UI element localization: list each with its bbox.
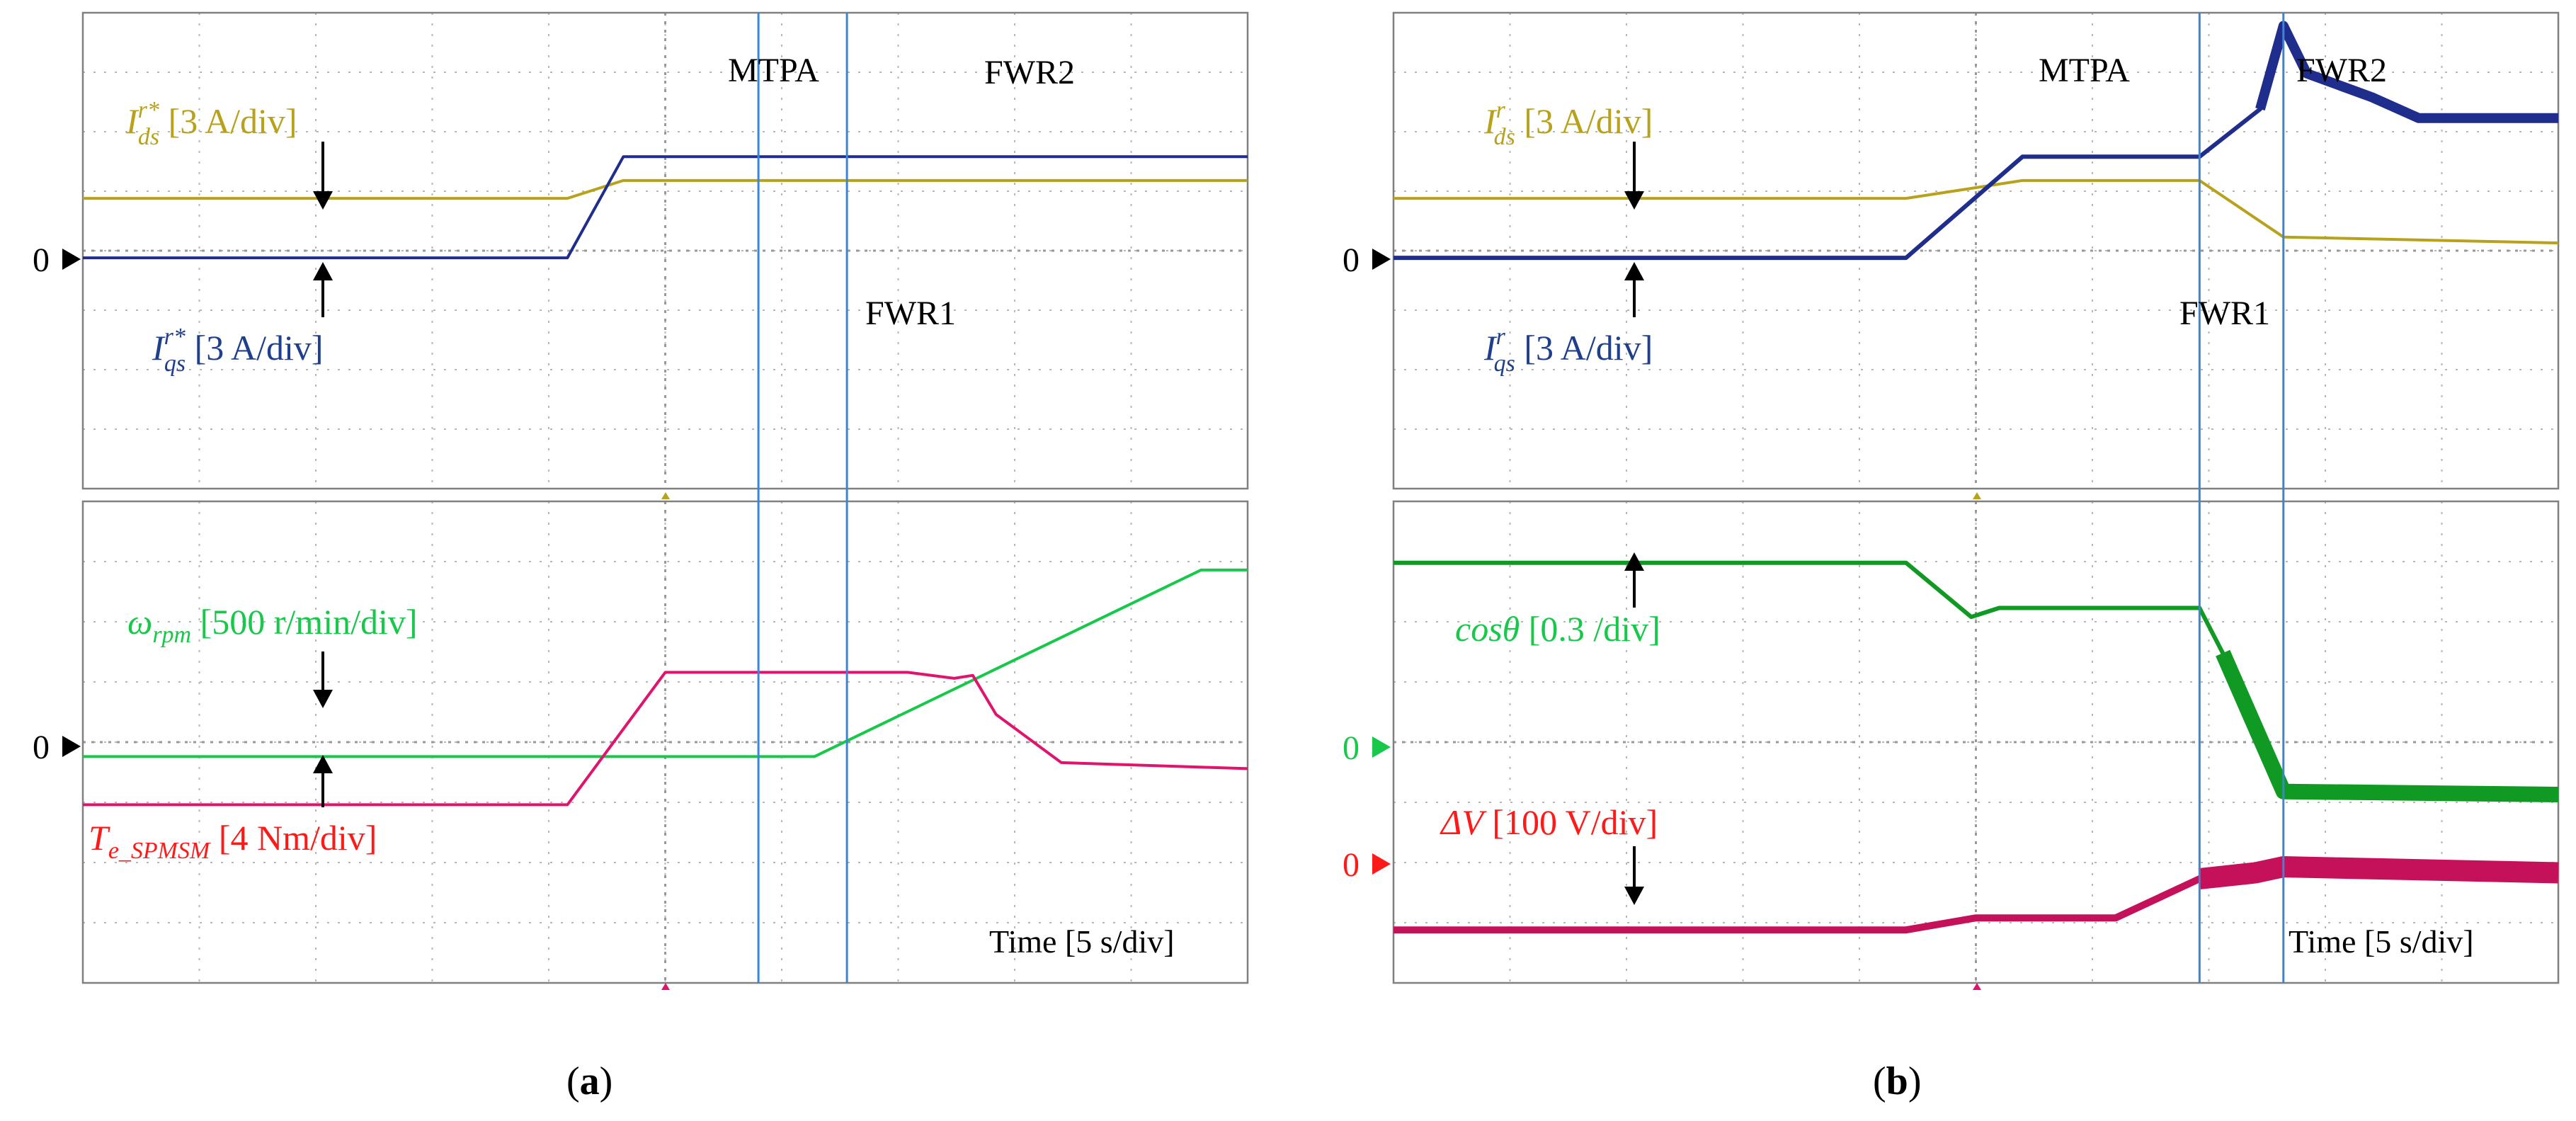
trace-te-spmsm (83, 671, 1248, 807)
panel-a-top-zero (62, 249, 81, 270)
trace-cos-theta-noise-band (2216, 649, 2559, 802)
panel-b-dv-zero (1372, 853, 1391, 875)
trace-iqs-ref (83, 155, 1248, 260)
fwr2-label: FWR2 (984, 54, 1075, 91)
time-scale-label-b: Time [5 s/div] (2289, 923, 2474, 960)
wrpm-arrow (313, 651, 333, 708)
zero-marker-icon (1372, 853, 1391, 875)
trace-iqs-noise-band (2255, 21, 2558, 123)
zero-label: 0 (33, 729, 50, 766)
ids-scale-label: Ir ds [3 A/div] (1483, 97, 1653, 150)
fwr1-label: FWR1 (865, 295, 956, 332)
zero-label: 0 (33, 241, 50, 279)
zero-marker-icon (1372, 249, 1391, 270)
panel-b-bottom-trigger (1973, 983, 1981, 990)
zero-marker-icon (1372, 736, 1391, 758)
panel-b-top-frame (1392, 11, 2560, 490)
panel-b-top-trigger (1973, 492, 1981, 499)
panel-a-bottom-trigger (661, 983, 670, 990)
zero-label: 0 (1343, 846, 1360, 884)
panel-a-bottom-zero (62, 736, 81, 757)
ids-arrow (1624, 142, 1644, 210)
zero-marker-icon (62, 736, 81, 757)
cos-theta-arrow (1624, 552, 1644, 608)
iqs-arrow (1624, 262, 1644, 317)
cos-theta-scale-label: cosθ [0.3 /div] (1455, 609, 1660, 649)
panel-a-bottom-frame (81, 500, 1249, 984)
ids-ref-scale-label: Ir* ds [3 A/div] (125, 97, 297, 150)
te-scale-label: Te_SPMSM [4 Nm/div] (89, 818, 377, 864)
panel-a-top-frame (81, 11, 1249, 490)
iqs-ref-arrow (313, 262, 333, 317)
iqs-scale-label: Ir qs [3 A/div] (1483, 324, 1653, 377)
ids-ref-arrow (313, 142, 333, 210)
te-arrow (313, 755, 333, 807)
caption-a: (a) (566, 1059, 612, 1103)
plot-frame (1392, 500, 2560, 984)
fwr1-label: FWR1 (2179, 295, 2270, 332)
fwr2-label: FWR2 (2296, 52, 2387, 89)
panel-b-bottom-frame (1392, 500, 2560, 984)
mtpa-label: MTPA (728, 52, 819, 89)
caption-b: (b) (1873, 1059, 1921, 1103)
plot-frame (1392, 11, 2560, 490)
panel-b-cos-zero (1372, 736, 1391, 758)
zero-label: 0 (1343, 729, 1360, 767)
panel-a-top-trigger (661, 492, 670, 499)
wrpm-scale-label: ωrpm [500 r/min/div] (127, 602, 418, 648)
delta-v-scale-label: ΔV [100 V/div] (1440, 802, 1658, 842)
zero-marker-icon (62, 249, 81, 270)
time-scale-label-a: Time [5 s/div] (989, 923, 1175, 960)
iqs-ref-scale-label: Ir* qs [3 A/div] (152, 324, 324, 377)
trace-wrpm (83, 568, 1248, 758)
trace-delta-v-noise-band (2198, 856, 2559, 889)
panel-b-top-zero (1372, 249, 1391, 270)
trace-ids (1394, 178, 2559, 245)
plot-frame (81, 11, 1249, 490)
plot-frame (81, 500, 1249, 984)
delta-v-arrow (1624, 846, 1644, 905)
mtpa-label: MTPA (2039, 52, 2130, 89)
zero-label: 0 (1343, 241, 1360, 279)
